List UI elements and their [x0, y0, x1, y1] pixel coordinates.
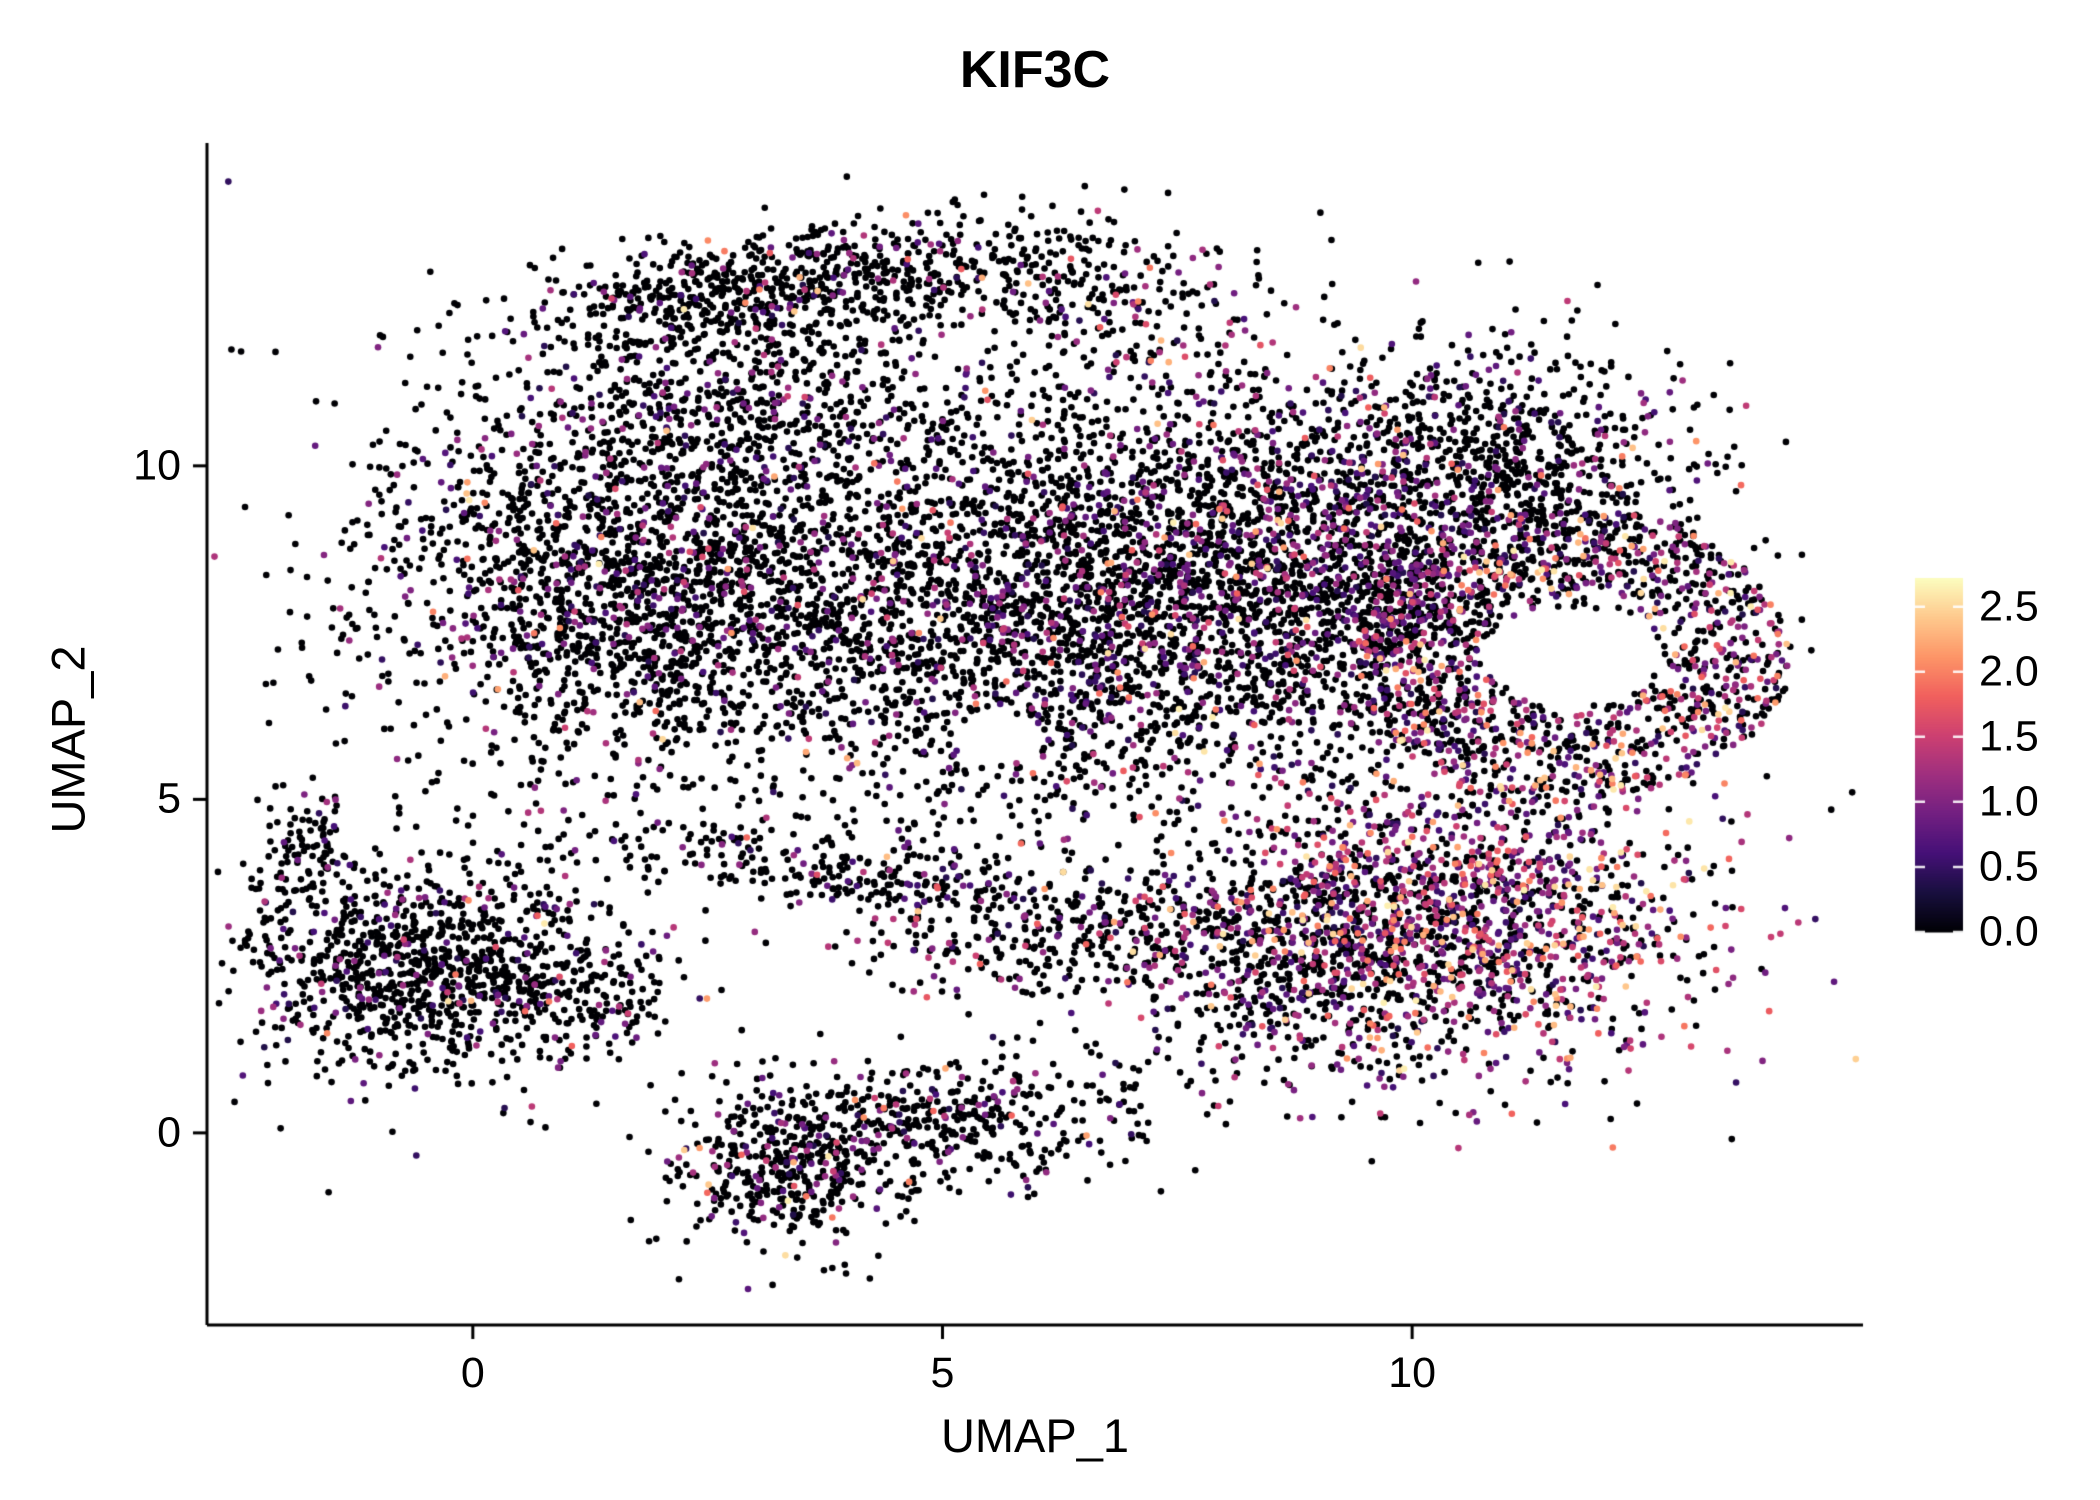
- y-tick-label: 0: [157, 1108, 181, 1157]
- colorbar-tick-label: 2.5: [1979, 582, 2039, 631]
- colorbar-tick-label: 2.0: [1979, 647, 2039, 696]
- x-tick-label: 5: [930, 1349, 955, 1397]
- x-axis-label: UMAP_1: [940, 1409, 1130, 1462]
- y-tick-label: 10: [133, 441, 181, 490]
- plot-title: KIF3C: [959, 41, 1111, 99]
- y-tick-label: 5: [157, 774, 181, 823]
- x-tick-label: 10: [1388, 1349, 1437, 1397]
- colorbar-tick-label: 1.0: [1979, 777, 2039, 826]
- colorbar-tick-label: 1.5: [1979, 712, 2039, 761]
- y-axis-label: UMAP_2: [41, 645, 95, 834]
- colorbar-tick-label: 0.5: [1979, 842, 2039, 891]
- x-tick-label: 0: [460, 1349, 485, 1397]
- colorbar-tick-label: 0.0: [1979, 907, 2039, 956]
